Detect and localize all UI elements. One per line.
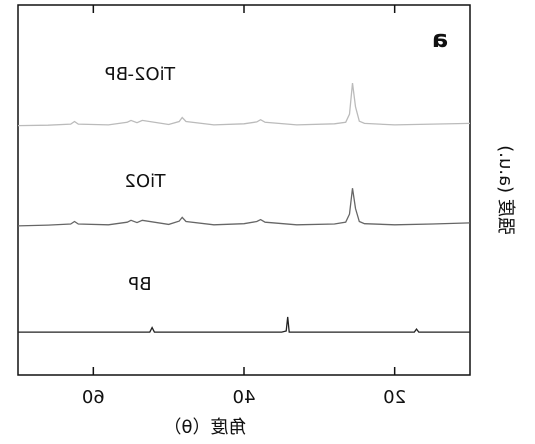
series-label: BP	[128, 274, 151, 295]
x-axis-label: 角度（θ）	[163, 417, 246, 438]
x-tick-label: 40	[233, 387, 256, 408]
chart-title: a	[432, 25, 448, 53]
series-label: TiO2	[124, 171, 166, 192]
x-tick-label: 60	[82, 387, 105, 408]
series-line	[18, 316, 470, 333]
series-label: TiO2-BP	[105, 64, 176, 85]
y-axis-label: 强度 (a.u.)	[495, 145, 516, 235]
plot-frame	[17, 4, 471, 376]
mirrored-plot: a 角度（θ） 强度 (a.u.) 20 40 60 BP TiO2 TiO2-BP	[17, 4, 516, 438]
series-line	[17, 83, 471, 127]
x-tick-label: 20	[383, 387, 406, 408]
series-line	[17, 188, 471, 227]
